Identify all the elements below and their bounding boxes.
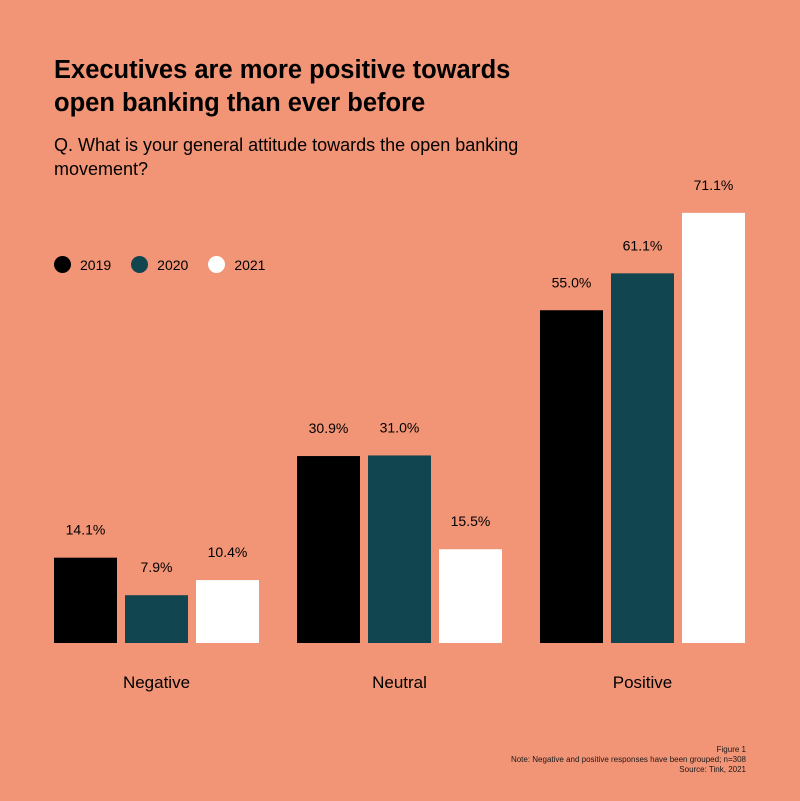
bar-negative-2021 xyxy=(196,580,259,643)
footnote: Figure 1 Note: Negative and positive res… xyxy=(511,745,746,775)
bar-positive-2021 xyxy=(682,212,745,643)
footnote-source: Source: Tink, 2021 xyxy=(679,765,746,774)
data-label-negative-2021: 10.4% xyxy=(208,544,248,560)
category-label-neutral: Neutral xyxy=(372,673,427,692)
bar-positive-2019 xyxy=(540,310,603,643)
bar-neutral-2020 xyxy=(368,455,431,643)
bar-neutral-2021 xyxy=(439,549,502,643)
legend-item-2019: 2019 xyxy=(54,256,111,273)
category-label-negative: Negative xyxy=(123,673,190,692)
legend-swatch-2019 xyxy=(54,256,71,273)
legend-item-2021: 2021 xyxy=(208,256,265,273)
data-label-positive-2021: 71.1% xyxy=(694,177,734,193)
data-label-positive-2019: 55.0% xyxy=(552,274,592,290)
legend-label-2019: 2019 xyxy=(80,256,112,273)
legend-label-2021: 2021 xyxy=(234,256,266,273)
figure-label: Figure 1 xyxy=(716,745,746,754)
bar-negative-2019 xyxy=(54,557,117,643)
category-label-positive: Positive xyxy=(613,673,673,692)
legend-swatch-2020 xyxy=(131,256,149,273)
bar-negative-2020 xyxy=(125,595,188,643)
legend-label-2020: 2020 xyxy=(157,256,189,273)
legend: 2019 2020 2021 xyxy=(54,256,265,273)
data-label-neutral-2020: 31.0% xyxy=(380,419,420,435)
data-label-negative-2020: 7.9% xyxy=(141,559,173,575)
legend-swatch-2021 xyxy=(208,256,226,273)
bar-neutral-2019 xyxy=(297,456,360,643)
bar-positive-2020 xyxy=(611,273,674,643)
footnote-note: Note: Negative and positive responses ha… xyxy=(510,755,746,764)
data-label-neutral-2019: 30.9% xyxy=(309,420,349,436)
legend-item-2020: 2020 xyxy=(131,256,188,273)
data-label-positive-2020: 61.1% xyxy=(623,237,663,253)
data-label-negative-2019: 14.1% xyxy=(66,522,106,538)
data-label-neutral-2021: 15.5% xyxy=(451,513,491,529)
chart-title: Executives are more positive towards ope… xyxy=(54,56,511,117)
chart-subtitle: Q. What is your general attitude towards… xyxy=(54,135,519,179)
